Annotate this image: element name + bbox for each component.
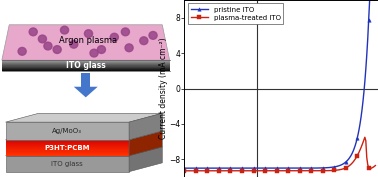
Polygon shape — [2, 60, 170, 61]
Polygon shape — [2, 65, 170, 66]
Circle shape — [140, 37, 148, 45]
Circle shape — [149, 32, 157, 39]
pristine ITO — [182, 167, 187, 169]
Text: Argon plasma: Argon plasma — [59, 36, 118, 45]
Polygon shape — [6, 152, 129, 153]
Polygon shape — [6, 148, 129, 149]
Circle shape — [110, 33, 118, 41]
pristine ITO — [357, 128, 361, 130]
Polygon shape — [81, 73, 90, 87]
Polygon shape — [2, 63, 170, 64]
Polygon shape — [2, 25, 170, 60]
Text: ITO glass: ITO glass — [51, 161, 83, 167]
plasma-treated ITO — [182, 170, 187, 172]
plasma-treated ITO — [363, 136, 367, 138]
Polygon shape — [2, 67, 170, 68]
Polygon shape — [6, 131, 162, 140]
Polygon shape — [6, 143, 129, 144]
Polygon shape — [6, 140, 129, 141]
Polygon shape — [74, 87, 98, 97]
Polygon shape — [2, 62, 170, 63]
Polygon shape — [2, 68, 170, 69]
Polygon shape — [6, 154, 129, 155]
pristine ITO — [194, 167, 198, 169]
plasma-treated ITO — [218, 170, 222, 172]
Circle shape — [60, 26, 68, 34]
plasma-treated ITO — [364, 157, 369, 159]
Polygon shape — [6, 141, 129, 142]
pristine ITO — [218, 167, 222, 169]
Polygon shape — [2, 70, 170, 71]
plasma-treated ITO — [373, 164, 378, 167]
Polygon shape — [6, 146, 129, 147]
pristine ITO — [367, 0, 372, 1]
Polygon shape — [6, 156, 129, 172]
Line: pristine ITO: pristine ITO — [183, 0, 377, 170]
pristine ITO — [190, 167, 194, 169]
Polygon shape — [2, 66, 170, 67]
plasma-treated ITO — [233, 170, 237, 172]
Circle shape — [125, 44, 133, 52]
Circle shape — [98, 46, 105, 53]
Polygon shape — [129, 147, 162, 172]
Circle shape — [84, 30, 93, 38]
Y-axis label: Current density (mA cm⁻²): Current density (mA cm⁻²) — [159, 38, 167, 139]
Polygon shape — [2, 61, 170, 62]
Polygon shape — [6, 147, 129, 148]
Polygon shape — [6, 142, 129, 143]
Polygon shape — [2, 69, 170, 70]
Polygon shape — [6, 113, 162, 122]
pristine ITO — [373, 0, 378, 1]
Polygon shape — [129, 113, 162, 140]
plasma-treated ITO — [194, 170, 198, 172]
Polygon shape — [6, 122, 129, 140]
Polygon shape — [6, 144, 129, 145]
Circle shape — [53, 46, 61, 53]
plasma-treated ITO — [357, 151, 361, 153]
Text: ITO glass: ITO glass — [66, 61, 105, 70]
pristine ITO — [364, 68, 368, 70]
Circle shape — [121, 28, 129, 36]
Polygon shape — [129, 131, 162, 156]
Polygon shape — [6, 155, 129, 156]
Polygon shape — [2, 64, 170, 65]
Circle shape — [29, 28, 37, 36]
Polygon shape — [6, 150, 129, 152]
Circle shape — [70, 40, 78, 48]
Line: plasma-treated ITO: plasma-treated ITO — [183, 136, 377, 173]
Circle shape — [18, 47, 26, 55]
Circle shape — [38, 35, 46, 43]
Legend: pristine ITO, plasma-treated ITO: pristine ITO, plasma-treated ITO — [188, 4, 284, 24]
Polygon shape — [6, 145, 129, 146]
pristine ITO — [233, 167, 237, 169]
Polygon shape — [6, 153, 129, 154]
plasma-treated ITO — [190, 170, 194, 172]
Text: P3HT:PCBM: P3HT:PCBM — [45, 145, 90, 151]
Circle shape — [90, 49, 98, 57]
Text: Ag/MoO₃: Ag/MoO₃ — [53, 128, 82, 134]
Polygon shape — [6, 149, 129, 150]
Circle shape — [44, 42, 52, 50]
Polygon shape — [6, 147, 162, 156]
